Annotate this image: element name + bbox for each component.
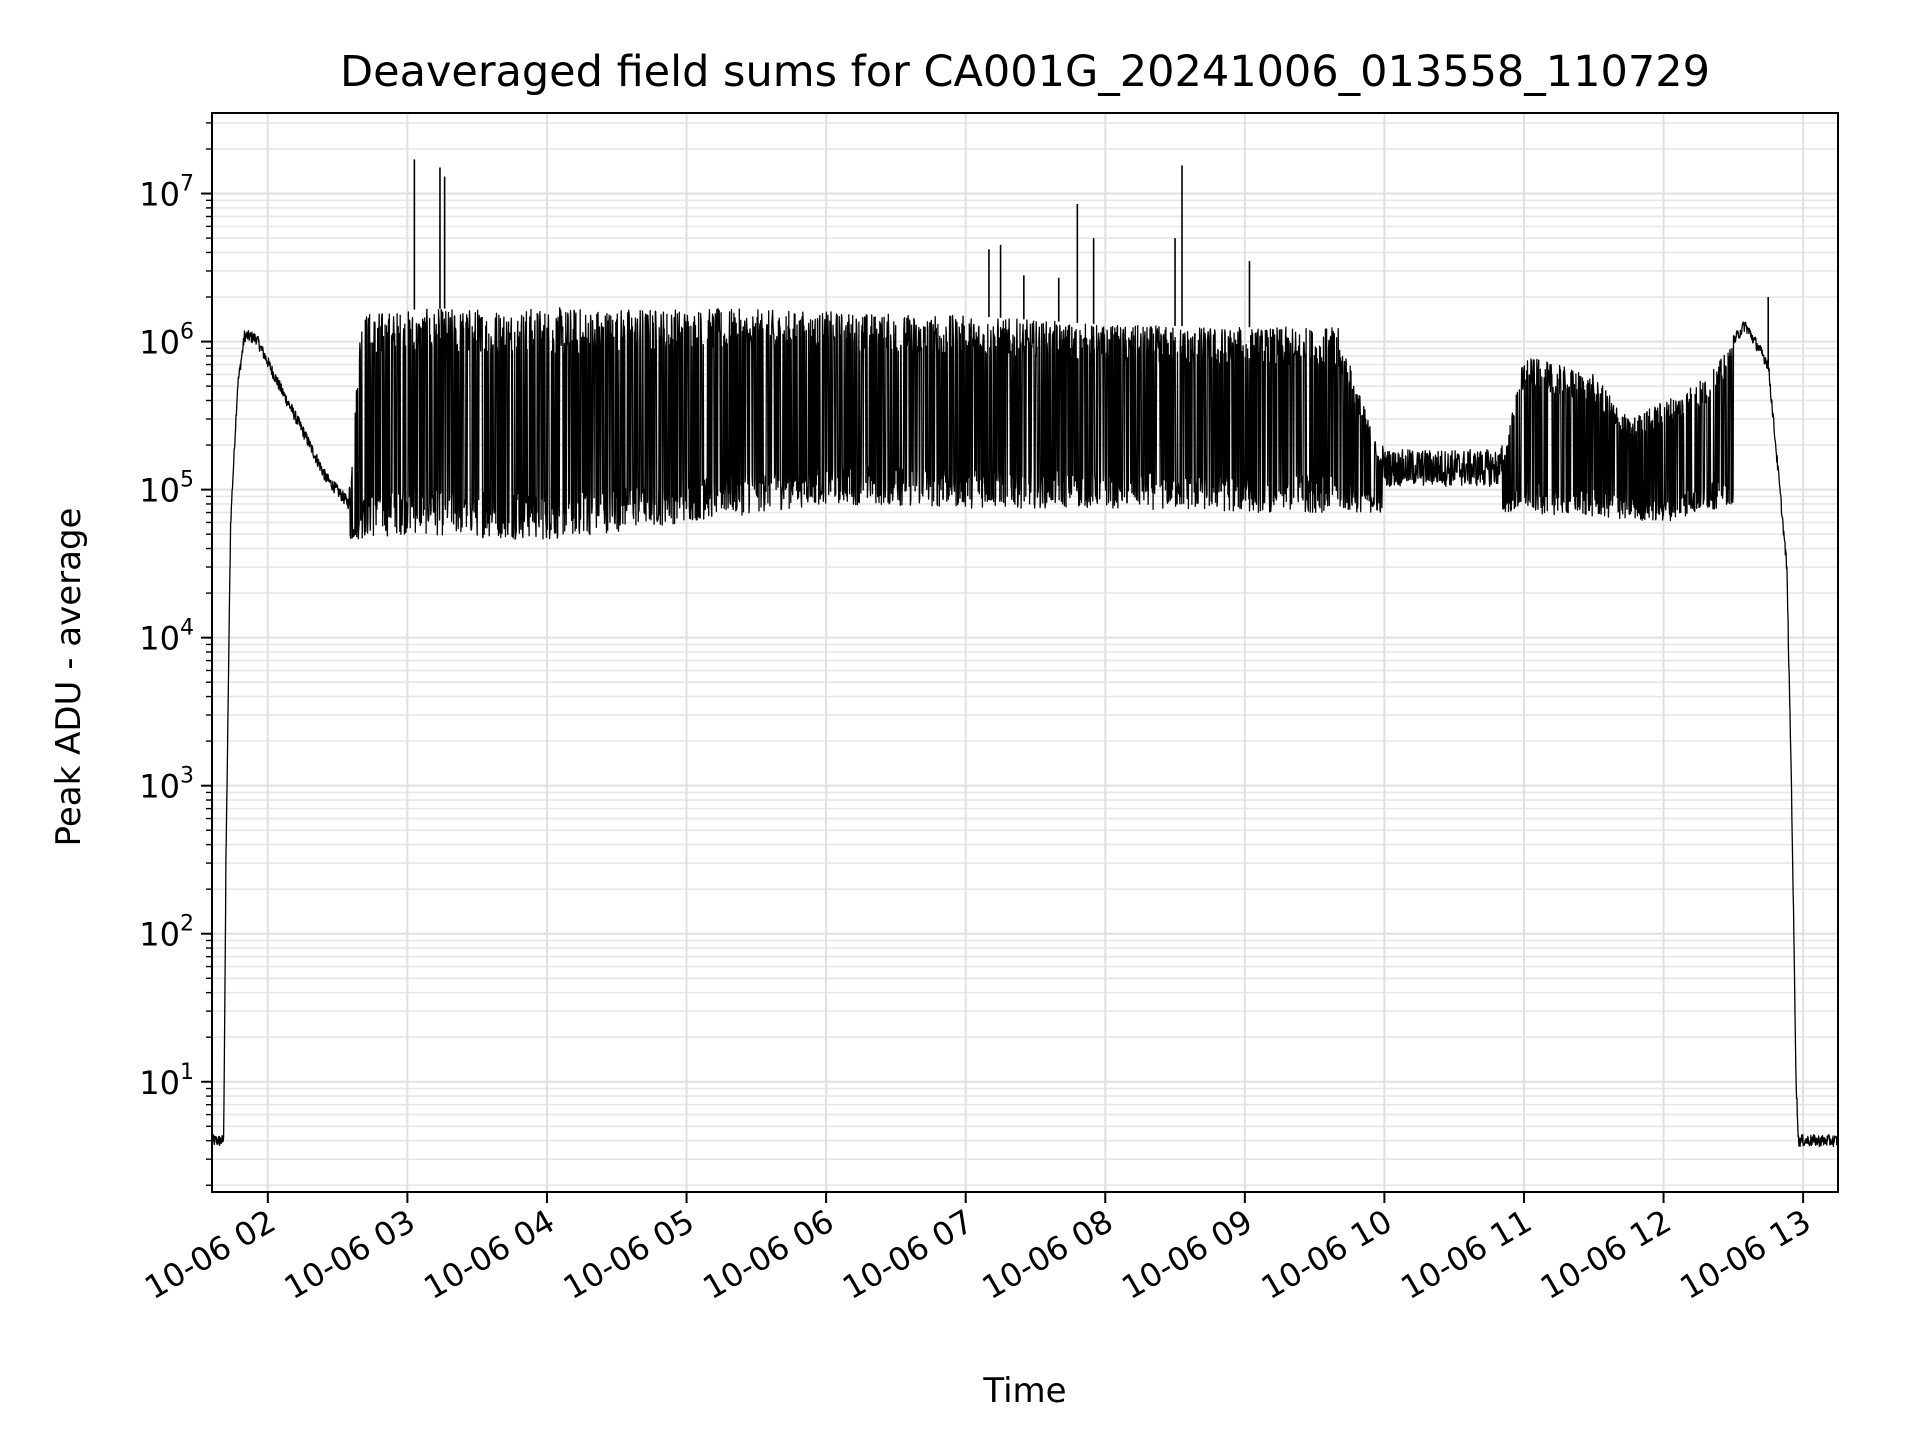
grid-lines xyxy=(212,113,1838,1192)
data-series xyxy=(211,159,1839,1148)
x-axis-label: Time xyxy=(982,1371,1066,1411)
y-tick-label: 106 xyxy=(139,320,194,362)
y-tick-label: 102 xyxy=(139,912,194,954)
series-line xyxy=(211,307,1839,1148)
y-tick-label: 104 xyxy=(139,616,194,658)
y-tick-label: 105 xyxy=(139,468,194,510)
chart-title: Deaveraged field sums for CA001G_2024100… xyxy=(340,47,1710,97)
y-tick-label: 103 xyxy=(139,764,194,806)
y-tick-label: 107 xyxy=(139,172,194,214)
y-tick-label: 101 xyxy=(139,1060,194,1102)
y-axis-label: Peak ADU - average xyxy=(49,508,89,847)
